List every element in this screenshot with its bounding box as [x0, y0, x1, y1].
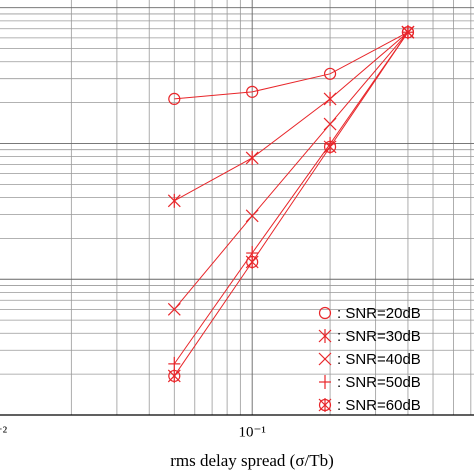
legend-marker — [318, 329, 332, 343]
legend-label: : SNR=30dB — [337, 328, 421, 345]
series-line — [173, 31, 409, 365]
data-point — [168, 92, 181, 106]
marker-stroke — [318, 352, 332, 366]
marker-circle — [246, 85, 259, 98]
data-point — [246, 85, 259, 98]
legend-marker — [319, 375, 331, 389]
marker-stroke — [167, 302, 181, 316]
data-point — [323, 91, 337, 106]
x-tick-label: 10⁻¹ — [238, 424, 265, 440]
legend-label: : SNR=50dB — [337, 374, 421, 391]
legend-marker — [318, 398, 332, 412]
marker-stroke — [323, 117, 337, 131]
data-point — [323, 117, 337, 131]
legend-marker — [318, 352, 332, 366]
data-point — [323, 139, 337, 154]
series-line — [174, 31, 409, 100]
data-point — [167, 302, 181, 316]
series-line — [173, 31, 409, 310]
series-line — [173, 31, 409, 377]
marker-circle — [318, 306, 332, 320]
data-point — [245, 209, 259, 223]
data-point — [167, 193, 181, 208]
marker-circle — [168, 92, 181, 106]
legend-label: : SNR=40dB — [337, 351, 421, 368]
x-axis-label: rms delay spread (σ/Tb) — [170, 451, 334, 470]
data-point — [245, 254, 259, 269]
data-point — [245, 150, 259, 165]
series-line — [174, 31, 409, 202]
x-tick-label: 10⁻² — [0, 424, 8, 440]
marker-circle — [323, 67, 337, 80]
legend-label: : SNR=60dB — [337, 397, 421, 414]
data-point — [401, 25, 415, 40]
legend-label: : SNR=20dB — [337, 305, 421, 322]
data-point — [167, 368, 181, 383]
marker-stroke — [245, 209, 259, 223]
data-point — [323, 67, 337, 80]
legend-marker — [318, 306, 332, 320]
data-point — [168, 356, 181, 371]
